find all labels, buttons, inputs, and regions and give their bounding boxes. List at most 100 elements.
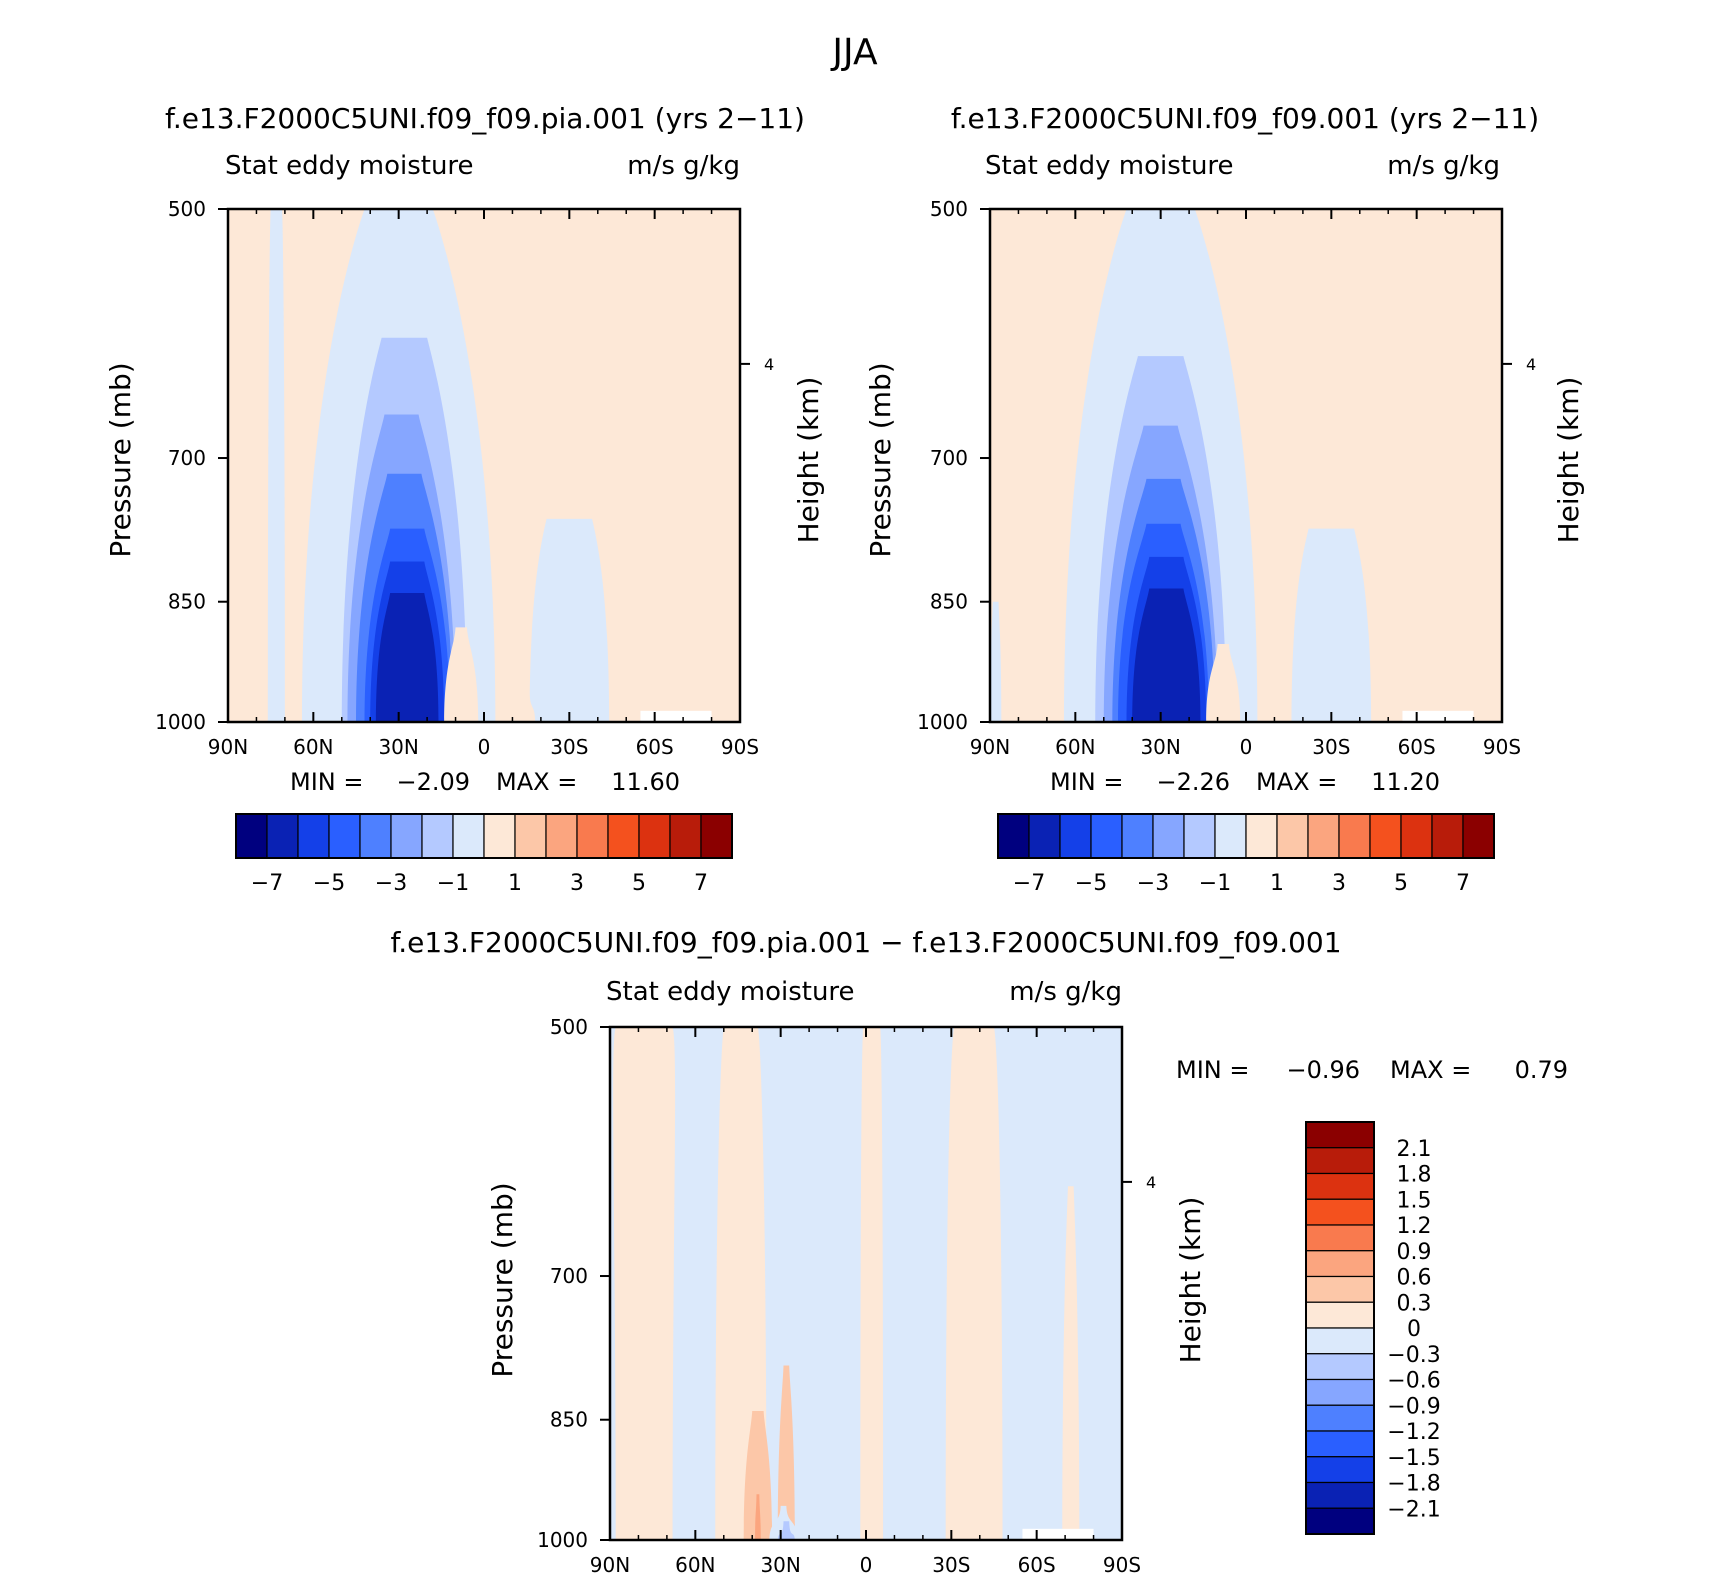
x-tick-label: 60S (1018, 1553, 1056, 1576)
panel-2-title: f.e13.F2000C5UNI.f09_f09.001 (yrs 2−11) (951, 102, 1539, 135)
panel-1: f.e13.F2000C5UNI.f09_f09.pia.001 (yrs 2−… (104, 102, 825, 896)
colorbar-label: 0 (1407, 1317, 1421, 1342)
panel-1-subtitle-left: Stat eddy moisture (225, 151, 474, 181)
colorbar-swatch (1305, 1456, 1375, 1484)
x-tick-label: 0 (478, 735, 491, 759)
colorbar-label: −1.8 (1387, 1472, 1440, 1497)
colorbar-label: 0.6 (1397, 1266, 1432, 1291)
y-tick-label: 1000 (917, 710, 968, 734)
contour-band (777, 1365, 795, 1540)
contour-band (444, 627, 479, 722)
colorbar-swatch (514, 813, 547, 859)
colorbar-swatch (1152, 813, 1185, 859)
contour-band (777, 1521, 795, 1540)
panel-1-subtitle-right: m/s g/kg (627, 151, 740, 181)
colorbar-swatch (1305, 1353, 1375, 1381)
panel-1-plot: 90N 60N 30N 0 30S 60S 90S 500 700 850 1000 4 (155, 197, 774, 759)
colorbar-swatch (1214, 813, 1247, 859)
colorbar-swatch (1305, 1198, 1375, 1226)
colorbar-label: 1.8 (1397, 1163, 1432, 1188)
colorbar-swatch (1400, 813, 1433, 859)
colorbar-label: −3 (1137, 871, 1169, 896)
colorbar-swatch (1369, 813, 1402, 859)
contour-band (518, 691, 536, 722)
colorbar-label: −5 (1075, 871, 1107, 896)
colorbar-swatch (700, 813, 733, 859)
panel-2-ylabel-right: Height (km) (1552, 377, 1585, 544)
x-tick-label: 90N (208, 735, 248, 759)
colorbar-swatch (1338, 813, 1371, 859)
x-tick-label: 60N (675, 1553, 715, 1576)
x-tick-label: 90S (1103, 1553, 1141, 1576)
colorbar-label: 0.3 (1397, 1291, 1432, 1316)
colorbar-label: 1.5 (1397, 1188, 1432, 1213)
y-tick-label: 700 (550, 1264, 588, 1288)
panel-2-min-label: MIN = (1050, 768, 1123, 796)
colorbar-swatch (359, 813, 392, 859)
missing-data-mask (1402, 710, 1474, 722)
panel-3-max-label: MAX = (1390, 1056, 1471, 1084)
colorbar-swatch (1305, 1147, 1375, 1175)
x-tick-label: 90S (721, 735, 759, 759)
y-tick-label: 1000 (155, 710, 206, 734)
colorbar-swatch (638, 813, 671, 859)
colorbar-label: −3 (375, 871, 407, 896)
y-right-tick-label: 4 (1146, 1173, 1156, 1192)
colorbar-label: −1.2 (1387, 1420, 1440, 1445)
colorbar-swatch (1307, 813, 1340, 859)
panel-1-max-value: 11.60 (611, 768, 680, 796)
contour-band (613, 1027, 676, 1540)
colorbar-label: 3 (570, 871, 584, 896)
contour-band (1265, 627, 1283, 722)
colorbar-swatch (1305, 1481, 1375, 1509)
x-tick-label: 30N (378, 735, 418, 759)
colorbar-label: 3 (1332, 871, 1346, 896)
contour-fills (267, 209, 712, 722)
panel-3-max-value: 0.79 (1515, 1056, 1568, 1084)
panel-3-title: f.e13.F2000C5UNI.f09_f09.pia.001 − f.e13… (390, 926, 1341, 959)
y-tick-label: 850 (168, 590, 206, 614)
x-tick-label: 30S (932, 1553, 970, 1576)
colorbar-swatch (1431, 813, 1464, 859)
panel-2-subtitle-left: Stat eddy moisture (985, 151, 1234, 181)
contour-band (529, 518, 610, 722)
colorbar-label: −0.6 (1387, 1369, 1440, 1394)
panel-1-title: f.e13.F2000C5UNI.f09_f09.pia.001 (yrs 2−… (165, 102, 805, 135)
colorbar-swatch (297, 813, 330, 859)
figure-title: JJA (830, 32, 878, 73)
panel-2-ylabel: Pressure (mb) (864, 362, 897, 557)
contour-fills (990, 209, 1474, 722)
colorbar-label: −0.9 (1387, 1394, 1440, 1419)
colorbar-swatch (483, 813, 516, 859)
contour-band (1411, 648, 1434, 722)
panel-2-max-label: MAX = (1256, 768, 1337, 796)
contour-band (375, 592, 439, 722)
y-right-tick-label: 4 (764, 355, 774, 374)
colorbar-label: 1.2 (1397, 1214, 1432, 1239)
contour-band (860, 1027, 884, 1540)
colorbar-swatch (545, 813, 578, 859)
colorbar-swatch (452, 813, 485, 859)
x-tick-label: 30N (760, 1553, 800, 1576)
y-right-tick-label: 4 (1526, 355, 1536, 374)
colorbar-swatch (576, 813, 609, 859)
colorbar-swatch (1090, 813, 1123, 859)
panel-1-ylabel-right: Height (km) (792, 377, 825, 544)
contour-band (945, 1027, 1003, 1540)
x-tick-label: 90N (970, 735, 1010, 759)
panel-1-min-label: MIN = (290, 768, 363, 796)
colorbar-swatch (1305, 1378, 1375, 1406)
colorbar-swatch (390, 813, 423, 859)
y-tick-label: 500 (930, 197, 968, 221)
contour-band (743, 1410, 773, 1540)
colorbar-swatch (1305, 1430, 1375, 1458)
colorbar-label: −1 (437, 871, 469, 896)
colorbar-label: 5 (1394, 871, 1408, 896)
panel-3-colorbar: 2.11.81.51.20.90.60.30−0.3−0.6−0.9−1.2−1… (1305, 1121, 1441, 1535)
colorbar-swatch (1028, 813, 1061, 859)
y-tick-label: 850 (930, 590, 968, 614)
missing-data-mask (640, 710, 712, 722)
panel-3: f.e13.F2000C5UNI.f09_f09.pia.001 − f.e13… (390, 926, 1568, 1576)
panel-1-min-value: −2.09 (396, 768, 470, 796)
